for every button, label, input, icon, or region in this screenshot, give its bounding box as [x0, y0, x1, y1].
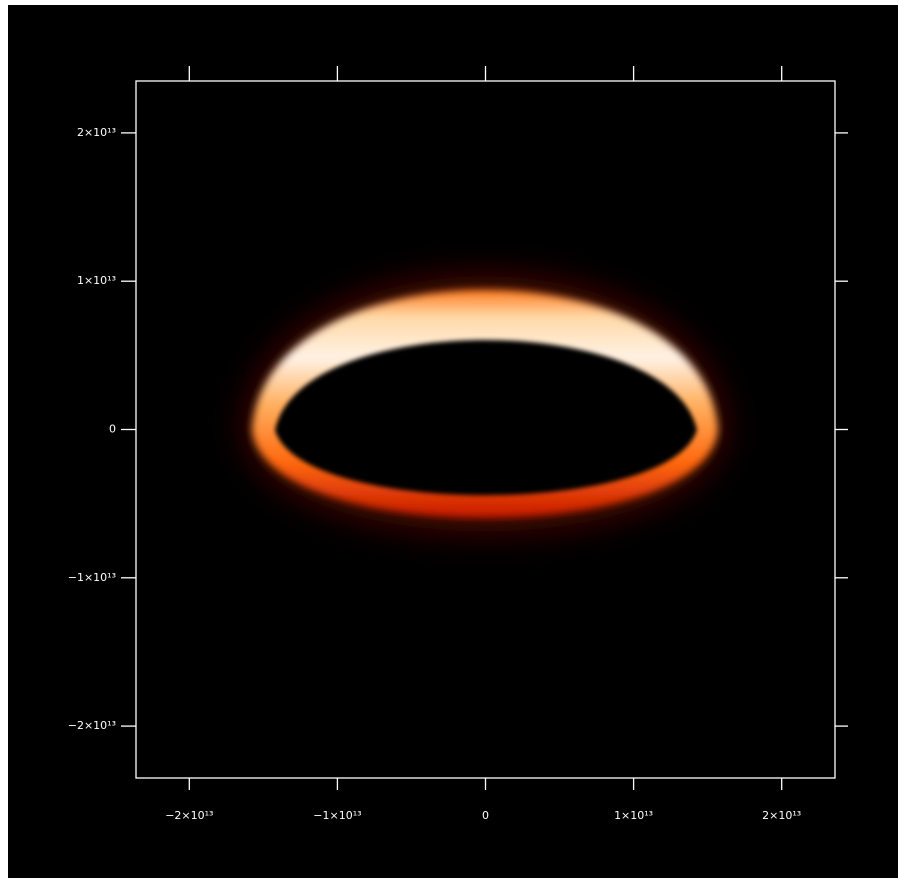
- x-tick-label: 1×10¹³: [614, 809, 653, 822]
- y-tick-label: −1×10¹³: [68, 571, 116, 584]
- x-tick-label: −2×10¹³: [165, 809, 213, 822]
- y-tick-label: 2×10¹³: [77, 126, 116, 139]
- x-tick-label: 0: [482, 809, 489, 822]
- y-tick-label: 0: [109, 423, 116, 436]
- y-tick-label: −2×10¹³: [68, 719, 116, 732]
- x-tick-label: 2×10¹³: [762, 809, 801, 822]
- x-tick-label: −1×10¹³: [313, 809, 361, 822]
- chart: −2×10¹³ −1×10¹³ 0 1×10¹³ 2×10¹³ −2×10¹³ −1×10¹…: [0, 0, 898, 888]
- y-tick-label: 1×10¹³: [77, 274, 116, 287]
